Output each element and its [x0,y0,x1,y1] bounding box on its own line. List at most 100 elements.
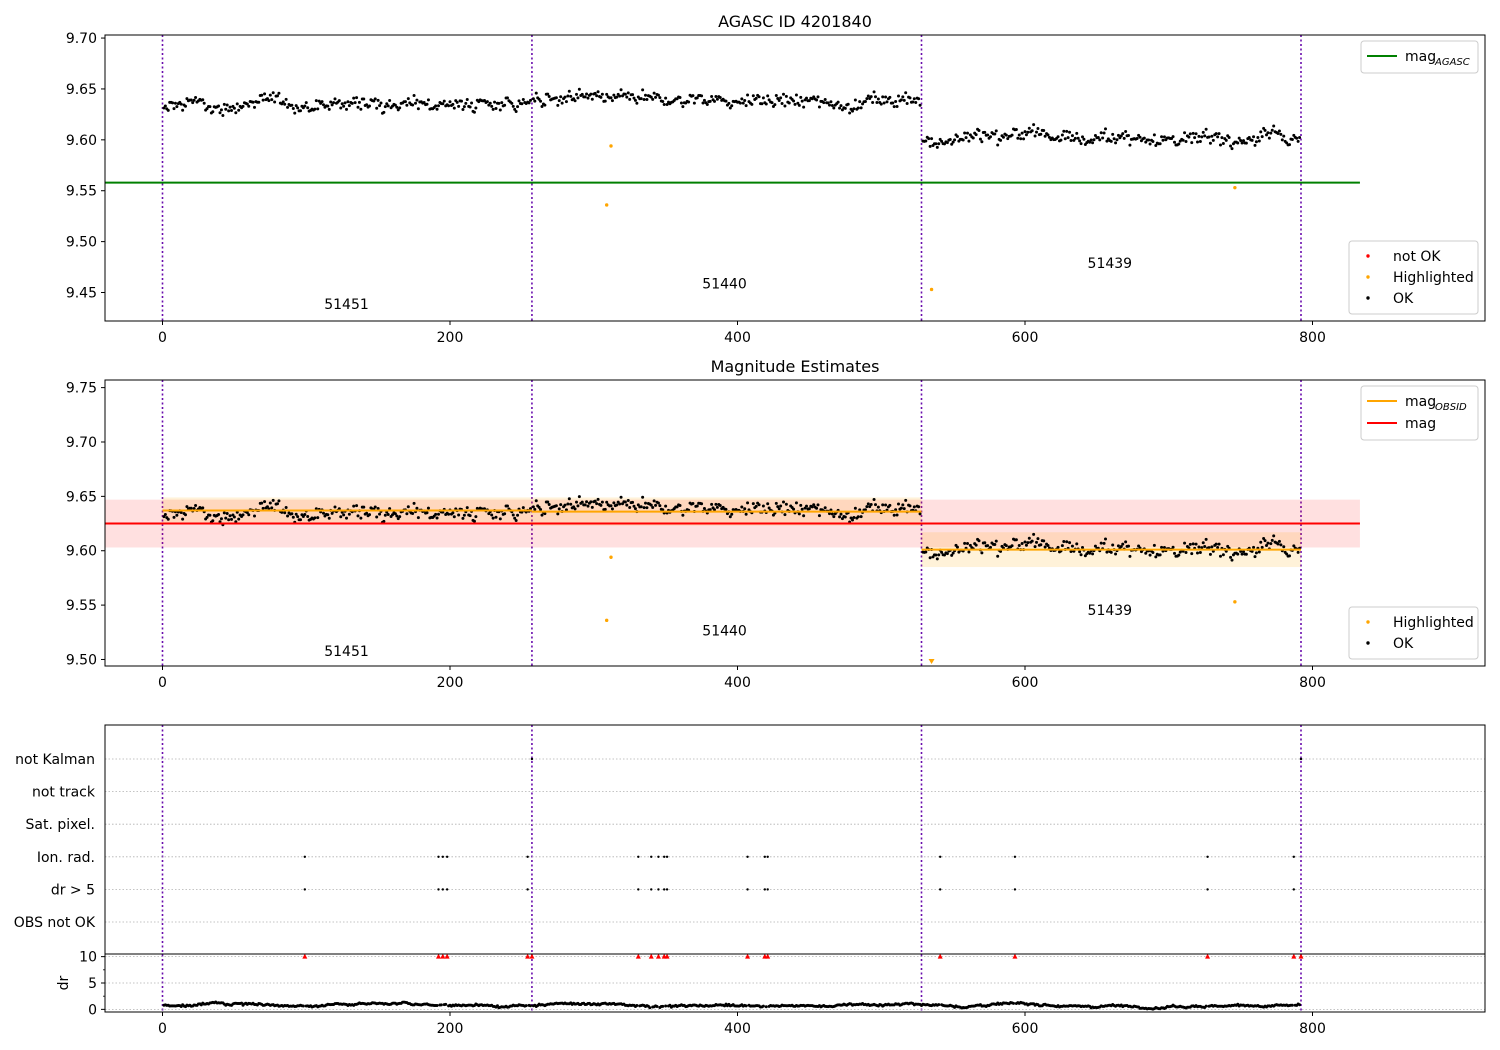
ok-point [1276,132,1280,136]
ok-point [865,97,869,101]
magnitude-panel-axes: 0 200 400 600 800 9.50 9.55 9.60 9.65 9.70 9.75 [66,379,1486,691]
ok-point [461,516,465,520]
y-tick-label: 9.50 [66,652,97,668]
ok-point [1079,553,1083,557]
ok-point [777,507,781,511]
ok-point [1270,538,1274,542]
flag-point [763,888,767,891]
ok-point [303,513,307,517]
ok-point [702,98,706,102]
ok-point [179,102,183,106]
dr-clipped-marker [745,953,751,959]
ok-point [851,518,854,522]
ok-point [828,512,831,516]
ok-point [1151,551,1155,555]
ok-point [296,515,300,519]
ok-point [1020,542,1024,546]
ok-point [185,505,189,509]
ok-point [1104,127,1107,131]
ok-point [642,98,646,102]
ok-point [1201,541,1205,545]
ok-point [1230,147,1234,151]
ok-point [465,506,469,510]
ok-point [383,513,387,517]
ok-point [576,96,580,100]
ok-point [839,104,843,108]
ok-point [230,109,233,113]
ok-point [425,102,429,106]
ok-point [1142,136,1146,140]
ok-point [583,95,587,99]
ok-point [575,500,578,504]
ok-point [589,92,593,96]
ok-point [1078,550,1082,554]
ok-point [1111,543,1115,547]
ok-point [498,517,502,521]
ok-point [405,512,409,516]
ok-point [891,101,895,105]
ok-point [658,96,662,100]
ok-point [766,502,770,506]
ok-point [317,99,321,103]
ok-point [462,105,466,109]
ok-point [593,91,597,95]
ok-point [595,94,599,98]
ok-point [299,518,302,522]
ok-point [172,515,176,519]
flag-point [1013,888,1017,891]
ok-point [1022,137,1026,141]
ok-point [904,498,908,502]
ok-point [917,97,921,101]
ok-point [989,545,992,549]
ok-point [403,100,407,104]
ok-point [897,94,900,98]
x-tick-label: 400 [724,330,751,346]
ok-point [514,518,518,522]
ok-point [1208,141,1212,145]
ok-point [1042,539,1046,543]
dr-point [1204,1004,1208,1008]
ok-point [1039,132,1043,136]
ok-point [290,512,294,516]
legend-label: mag [1405,49,1436,65]
ok-point [192,98,196,102]
ok-point [876,97,880,101]
ok-point [546,92,550,96]
ok-point [162,515,166,519]
ok-point [691,501,695,505]
ok-point [993,132,997,136]
ok-point [1290,137,1294,141]
ok-point [951,551,955,555]
ok-point [1244,141,1248,145]
ok-point [580,92,584,96]
ok-point [980,551,984,555]
ok-point [386,104,390,108]
ok-point [585,92,589,96]
ok-point [1060,544,1064,548]
ok-point [386,512,390,516]
ok-point [1073,136,1077,140]
ok-point [1128,143,1132,147]
ok-point [784,502,788,506]
ok-point [291,515,295,519]
flag-point [303,888,307,891]
ok-point [1154,555,1158,559]
ok-point [434,104,438,108]
ok-point [472,110,476,114]
ok-point [840,517,844,521]
ok-point [1260,545,1264,549]
ok-point [1121,132,1125,136]
ok-point [412,94,416,98]
flag-point [657,855,660,858]
ok-point [263,500,267,504]
ok-point [1035,130,1038,134]
ok-point [415,506,419,510]
ok-point [963,541,967,545]
ok-point [1257,550,1261,554]
obsid-label: 51451 [324,644,369,660]
ok-point [1229,555,1233,559]
agasc-panel-title: AGASC ID 4201840 [718,12,872,31]
ok-point [362,97,366,101]
flag-point [437,888,440,891]
